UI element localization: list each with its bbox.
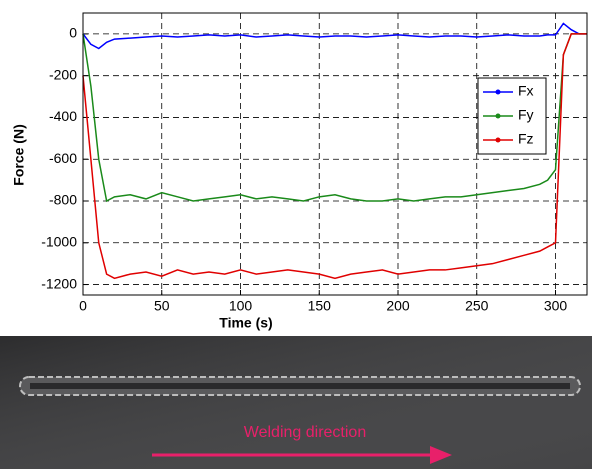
x-tick-label: 100 bbox=[229, 298, 253, 314]
legend-label: Fx bbox=[518, 83, 534, 99]
series-line bbox=[82, 22, 587, 50]
y-tick-label: -800 bbox=[49, 192, 77, 208]
y-tick-label: -1200 bbox=[41, 275, 77, 291]
x-tick-label: 0 bbox=[79, 298, 87, 314]
weld-groove bbox=[30, 383, 570, 389]
x-tick-label: 250 bbox=[465, 298, 489, 314]
series-line bbox=[82, 33, 587, 280]
photo: Welding direction bbox=[0, 336, 592, 469]
legend-marker bbox=[495, 137, 501, 143]
x-tick-label: 150 bbox=[308, 298, 332, 314]
photo-shade bbox=[0, 336, 592, 469]
x-tick-label: 50 bbox=[154, 298, 170, 314]
y-tick-label: -400 bbox=[49, 108, 77, 124]
x-tick-label: 200 bbox=[386, 298, 410, 314]
legend-label: Fy bbox=[518, 107, 534, 123]
plot-frame bbox=[82, 12, 588, 296]
series-line bbox=[82, 33, 587, 203]
y-tick-label: 0 bbox=[69, 25, 77, 41]
y-tick-label: -1000 bbox=[41, 233, 77, 249]
y-tick-label: -200 bbox=[49, 66, 77, 82]
legend-marker bbox=[495, 113, 501, 119]
x-tick-label: 300 bbox=[544, 298, 568, 314]
y-tick-label: -600 bbox=[49, 150, 77, 166]
x-axis-label: Time (s) bbox=[219, 315, 272, 331]
legend-marker bbox=[495, 89, 501, 95]
arrow-head bbox=[430, 446, 452, 464]
photo-caption: Welding direction bbox=[244, 424, 366, 441]
legend-label: Fz bbox=[518, 131, 534, 147]
y-axis-label: Force (N) bbox=[11, 124, 27, 185]
